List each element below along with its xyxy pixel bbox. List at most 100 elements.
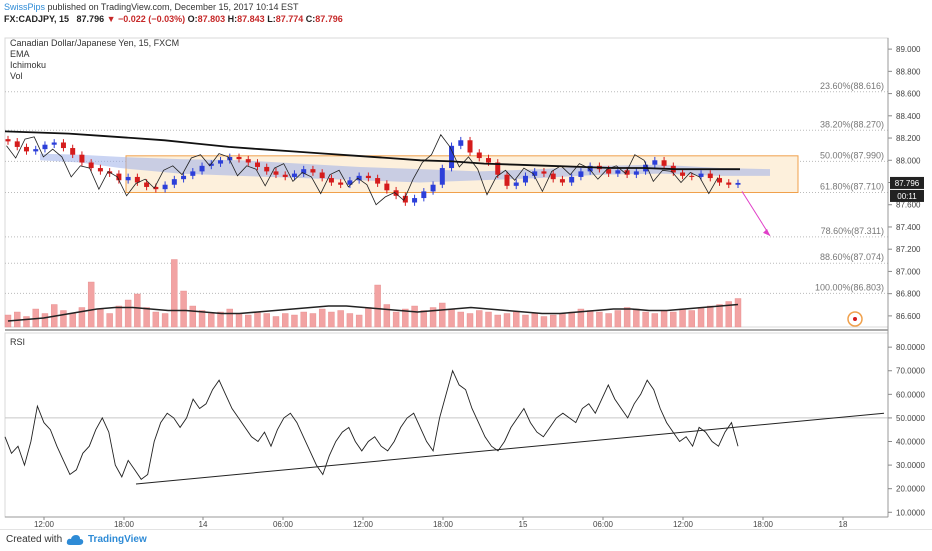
- volume-bar: [605, 313, 612, 328]
- price-tick-label: 89.000: [896, 45, 921, 54]
- candle-body: [33, 149, 39, 152]
- volume-bar: [152, 311, 160, 328]
- candle-body: [254, 162, 260, 167]
- publisher-name[interactable]: SwissPips: [4, 2, 46, 12]
- rsi-pane-label[interactable]: RSI: [10, 337, 26, 347]
- volume-bar: [245, 314, 252, 328]
- candle-body: [698, 173, 704, 177]
- volume-bar: [87, 281, 95, 328]
- volume-bar: [559, 313, 566, 328]
- candle-body: [347, 180, 353, 185]
- candle-body: [513, 182, 519, 186]
- price-tick-label: 88.800: [896, 67, 921, 76]
- volume-bar: [734, 298, 742, 328]
- legend-ichimoku[interactable]: Ichimoku: [10, 60, 47, 70]
- publish-header: SwissPips published on TradingView.com, …: [4, 2, 299, 12]
- volume-bar: [540, 316, 548, 328]
- rsi-line: [4, 369, 739, 480]
- volume-bar: [420, 310, 428, 328]
- candle-body: [384, 183, 390, 191]
- candle-body: [245, 159, 251, 163]
- price-change: −0.022 (−0.03%): [118, 14, 186, 24]
- last-price-text: 87.796: [895, 179, 920, 188]
- fibonacci-retracement[interactable]: 23.60%(88.616) 38.20%(88.270) 50.00%(87.99…: [5, 81, 888, 294]
- volume-bar: [503, 313, 511, 328]
- candle-body: [532, 171, 538, 176]
- volume-bar: [725, 301, 732, 328]
- projection-arrow-line: [741, 191, 771, 237]
- price-tick-label: 88.200: [896, 134, 921, 143]
- candle-body: [301, 169, 307, 174]
- volume-bar: [355, 314, 363, 328]
- candle-body: [338, 182, 344, 185]
- candle-body: [291, 173, 297, 177]
- candle-body: [319, 172, 325, 179]
- candle-body: [680, 172, 686, 176]
- published-text: published on TradingView.com, December 1…: [47, 2, 299, 12]
- countdown-marker: [890, 189, 924, 202]
- volume-bar: [688, 310, 695, 328]
- volume-bar: [328, 311, 335, 328]
- candle-body: [717, 178, 723, 183]
- volume-bar: [226, 308, 233, 328]
- volume-bar: [485, 311, 492, 328]
- x-tick-label: 18: [839, 520, 848, 529]
- price-tick-label: 88.400: [896, 112, 921, 121]
- rsi-trendline: [135, 412, 885, 485]
- volume-bar: [115, 305, 123, 328]
- volume-bar: [383, 304, 391, 328]
- volume-bar: [337, 310, 344, 328]
- candle-body: [79, 154, 85, 163]
- volume-bar: [670, 311, 677, 328]
- volume-bar: [41, 313, 49, 328]
- volume-bar: [134, 293, 141, 328]
- volume-bar: [124, 299, 132, 328]
- legend-ema[interactable]: EMA: [10, 49, 30, 59]
- x-tick-label: 15: [519, 520, 528, 529]
- volume-bar: [318, 308, 326, 328]
- candle-body: [412, 198, 418, 203]
- high-value: 87.843: [237, 14, 265, 24]
- volume-bar: [577, 308, 585, 328]
- high-label: H:: [227, 14, 238, 24]
- close-value: 87.796: [315, 14, 343, 24]
- last-price-marker: [890, 176, 924, 189]
- candle-body: [5, 139, 11, 142]
- rsi-tick-label: 10.0000: [896, 508, 925, 517]
- price-tick-label: 88.000: [896, 156, 921, 165]
- volume-ma-line: [7, 303, 739, 322]
- candle-body: [116, 173, 122, 181]
- low-label: L:: [267, 14, 276, 24]
- fib-level-label: 38.20%(88.270): [820, 119, 884, 129]
- volume-bar: [707, 305, 714, 328]
- volume-bar: [106, 313, 113, 328]
- volume-bar: [291, 314, 298, 328]
- candle-body: [606, 169, 612, 174]
- candle-body: [522, 175, 528, 183]
- x-tick-label: 18:00: [433, 520, 454, 529]
- candle-body: [310, 169, 316, 173]
- price-tick-label: 87.600: [896, 201, 921, 210]
- volume-bar: [365, 307, 372, 328]
- volume-bar: [614, 310, 622, 328]
- volume-bar: [171, 259, 178, 328]
- x-tick-label: 18:00: [114, 520, 135, 529]
- candle-body: [726, 182, 732, 185]
- fib-level-label: 23.60%(88.616): [820, 81, 884, 91]
- volume-bar: [679, 308, 686, 328]
- candle-body: [402, 195, 408, 203]
- candle-body: [144, 182, 150, 187]
- legend-vol[interactable]: Vol: [10, 71, 23, 81]
- volume-bar: [549, 314, 557, 328]
- price-tick-label: 88.600: [896, 90, 921, 99]
- price-tick-label: 86.600: [896, 312, 921, 321]
- ema-line: [4, 130, 740, 171]
- volume-bar: [309, 313, 317, 328]
- tradingview-logo-text[interactable]: TradingView: [88, 534, 147, 545]
- candle-body: [208, 163, 214, 166]
- candle-body: [227, 156, 233, 161]
- volume-bar: [392, 311, 400, 328]
- rsi-pane: [4, 369, 888, 485]
- candle-body: [199, 165, 205, 172]
- candle-body: [495, 162, 501, 175]
